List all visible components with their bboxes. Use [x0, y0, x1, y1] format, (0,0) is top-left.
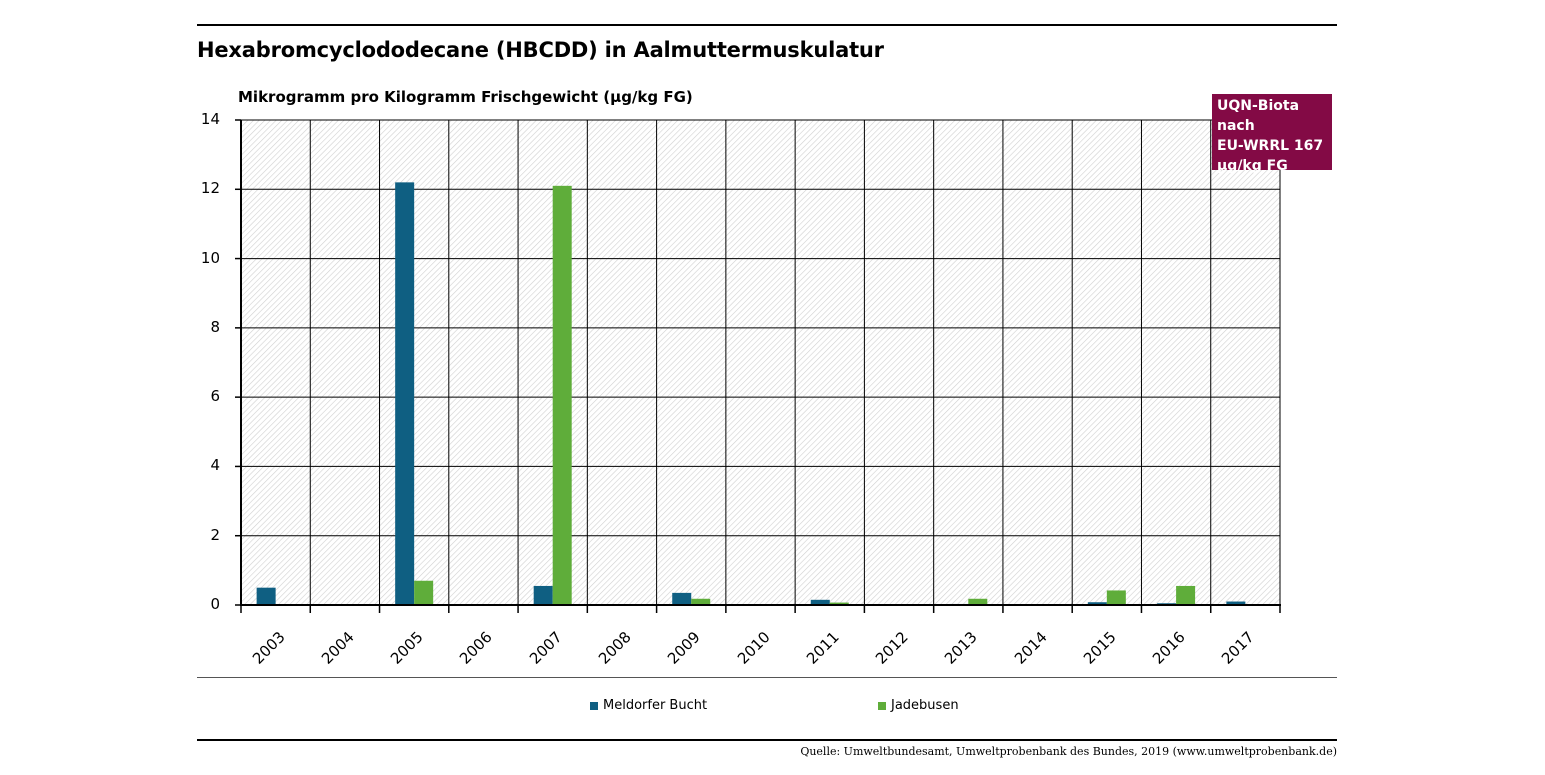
bar-meldorfer-2009: [672, 592, 692, 605]
y-tick-label: 8: [210, 317, 220, 336]
bar-jadebusen-2005: [414, 580, 434, 605]
bar-meldorfer-2017: [1226, 601, 1246, 605]
bar-jadebusen-2009: [691, 598, 711, 605]
legend-swatch-jadebusen: [878, 701, 886, 710]
y-tick-label: 4: [210, 456, 220, 475]
y-tick-label: 14: [200, 110, 220, 128]
bar-meldorfer-2015: [1087, 602, 1107, 605]
bar-jadebusen-2007: [552, 185, 572, 606]
threshold-annotation: UQN-Biota nach EU-WRRL 167 µg/kg FG: [1212, 94, 1332, 174]
legend-jadebusen: Jadebusen: [878, 698, 959, 713]
y-axis-label: Mikrogramm pro Kilogramm Frischgewicht (…: [238, 88, 693, 106]
legend-separator: [197, 677, 1337, 678]
bar-jadebusen-2013: [968, 598, 988, 605]
bar-jadebusen-2015: [1106, 590, 1126, 605]
y-tick-label: 12: [200, 179, 220, 198]
y-tick-label: 2: [210, 525, 220, 544]
bar-jadebusen-2016: [1176, 585, 1196, 605]
legend-label-jadebusen: Jadebusen: [891, 698, 959, 713]
bar-meldorfer-2005: [395, 182, 415, 605]
threshold-line-1: UQN-Biota nach: [1217, 98, 1300, 134]
y-tick-label: 6: [210, 387, 220, 406]
chart-title: Hexabromcyclododecane (HBCDD) in Aalmutt…: [197, 38, 884, 62]
bottom-rule: [197, 739, 1337, 741]
legend-swatch-meldorfer: [590, 701, 598, 710]
threshold-line-3: µg/kg FG: [1217, 158, 1288, 174]
bar-meldorfer-2011: [810, 599, 830, 605]
source-note: Quelle: Umweltbundesamt, Umweltprobenban…: [800, 745, 1337, 758]
bar-meldorfer-2007: [533, 585, 553, 605]
threshold-line-2: EU-WRRL 167: [1217, 138, 1324, 154]
top-rule: [197, 24, 1337, 26]
y-tick-label: 0: [210, 595, 220, 613]
bar-meldorfer-2003: [256, 587, 276, 605]
legend-meldorfer: Meldorfer Bucht: [590, 698, 707, 713]
legend-label-meldorfer: Meldorfer Bucht: [603, 698, 708, 713]
bar-jadebusen-2011: [829, 602, 849, 605]
y-tick-label: 10: [200, 248, 220, 267]
